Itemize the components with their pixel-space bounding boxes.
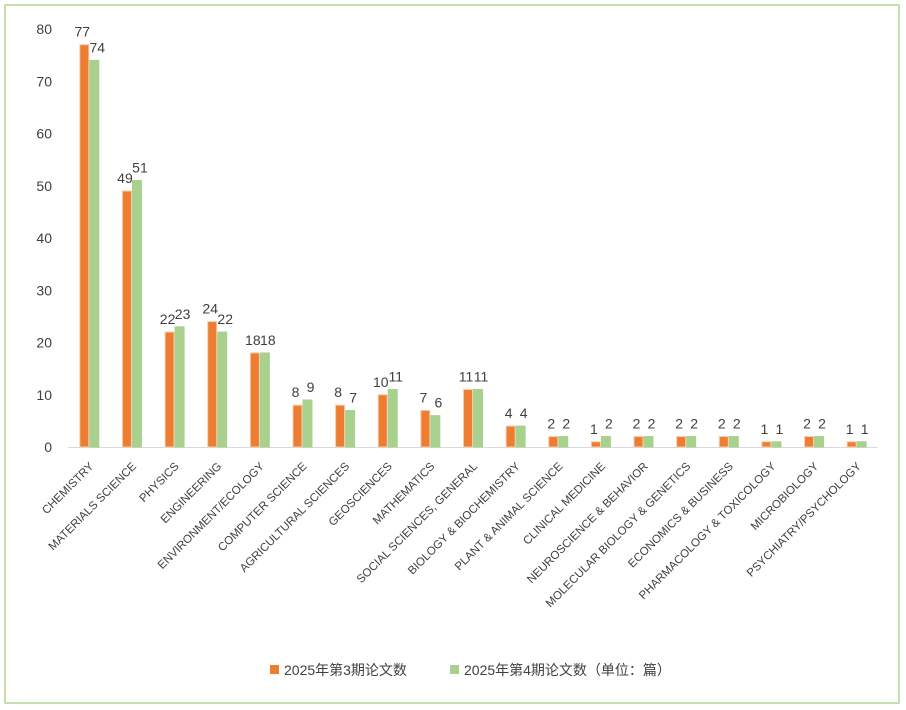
bar-series-3	[164, 331, 175, 448]
bar-series-3	[676, 436, 687, 448]
data-label-series-3: 4	[505, 405, 513, 421]
bar-series-4	[814, 436, 825, 448]
data-label-series-3: 1	[590, 421, 598, 437]
data-label-series-3: 24	[202, 301, 218, 317]
data-label-series-4: 2	[648, 416, 656, 432]
y-axis: 0 10 20 30 40 50 60 70 80	[36, 21, 878, 455]
data-label-series-3: 8	[292, 384, 300, 400]
y-tick-label: 0	[44, 439, 52, 455]
data-label-series-3: 10	[373, 374, 389, 390]
data-label-series-4: 2	[690, 416, 698, 432]
bar-series-3	[718, 436, 729, 448]
y-tick-label: 30	[36, 282, 52, 298]
legend-label-series-4: 2025年第4期论文数（单位：篇）	[464, 662, 671, 678]
bar-series-4	[217, 331, 228, 448]
y-tick-label: 60	[36, 126, 52, 142]
data-label-series-3: 2	[803, 416, 811, 432]
data-label-series-4: 74	[90, 39, 106, 55]
bar-series-3	[420, 409, 431, 448]
bar-series-3	[633, 436, 644, 448]
data-label-series-4: 6	[434, 395, 442, 411]
data-label-series-4: 18	[260, 332, 276, 348]
bar-series-4	[558, 436, 569, 448]
y-tick-label: 10	[36, 387, 52, 403]
data-label-series-4: 2	[605, 416, 613, 432]
category-label: MATERIALS SCIENCE	[47, 460, 140, 553]
data-label-series-3: 11	[459, 369, 474, 385]
bar-series-4	[302, 399, 313, 448]
data-label-series-3: 7	[419, 389, 427, 405]
bar-series-4	[259, 352, 270, 448]
data-label-series-3: 1	[846, 421, 854, 437]
data-label-series-3: 22	[160, 311, 176, 327]
legend-label-series-3: 2025年第3期论文数	[284, 662, 407, 678]
data-label-series-4: 2	[818, 416, 826, 432]
data-label-series-3: 1	[761, 421, 769, 437]
data-label-series-3: 8	[334, 384, 342, 400]
data-label-series-4: 2	[733, 416, 741, 432]
bar-series-4	[643, 436, 654, 448]
legend-swatch-series-4	[450, 665, 459, 674]
data-label-series-4: 1	[861, 421, 869, 437]
legend-swatch-series-3	[270, 665, 279, 674]
bar-series-3	[377, 394, 388, 448]
data-label-series-3: 77	[75, 24, 91, 40]
bar-series-3	[79, 44, 90, 448]
bar-series-3	[121, 190, 132, 448]
data-label-series-4: 23	[175, 306, 191, 322]
data-label-series-4: 22	[217, 311, 233, 327]
bar-series-3	[335, 404, 346, 448]
y-tick-label: 70	[36, 73, 52, 89]
data-label-series-3: 2	[547, 416, 555, 432]
bar-series-4	[387, 389, 398, 448]
bar-series-3	[804, 436, 815, 448]
data-label-series-3: 2	[718, 416, 726, 432]
bar-series-3	[207, 321, 218, 448]
data-label-series-4: 2	[562, 416, 570, 432]
y-tick-label: 50	[36, 178, 52, 194]
data-label-series-4: 7	[349, 389, 357, 405]
data-label-series-3: 18	[245, 332, 261, 348]
data-label-series-4: 51	[132, 160, 148, 176]
data-label-series-3: 2	[675, 416, 683, 432]
bar-series-4	[174, 326, 185, 448]
bar-series-4	[856, 441, 867, 448]
data-label-series-4: 11	[388, 369, 403, 385]
y-tick-label: 40	[36, 230, 52, 246]
bars	[79, 44, 867, 448]
chart-frame	[4, 4, 900, 704]
bar-series-4	[89, 59, 100, 448]
category-label: PHYSICS	[138, 460, 182, 504]
bar-series-4	[686, 436, 697, 448]
data-label-series-3: 49	[117, 170, 133, 186]
bar-series-3	[249, 352, 260, 448]
y-tick-label: 80	[36, 21, 52, 37]
category-label: CLINICAL MEDICINE	[521, 460, 608, 547]
data-label-series-4: 4	[520, 405, 528, 421]
bar-series-4	[771, 441, 782, 448]
bar-series-4	[600, 436, 611, 448]
bar-series-3	[292, 404, 303, 448]
bar-series-4	[515, 425, 526, 448]
data-label-series-4: 11	[474, 369, 489, 385]
data-label-series-4: 1	[776, 421, 784, 437]
bar-series-3	[548, 436, 559, 448]
data-label-series-4: 9	[307, 379, 315, 395]
bar-series-3	[505, 425, 516, 448]
y-tick-label: 20	[36, 335, 52, 351]
data-label-series-3: 2	[633, 416, 641, 432]
bar-series-3	[590, 441, 601, 448]
legend: 2025年第3期论文数 2025年第4期论文数（单位：篇）	[270, 662, 671, 678]
bar-series-4	[728, 436, 739, 448]
bar-series-4	[473, 389, 483, 448]
bar-series-4	[345, 409, 356, 448]
bar-series-4	[430, 415, 441, 448]
bar-series-3	[846, 441, 857, 448]
bar-series-4	[131, 180, 142, 448]
bar-series-3	[463, 389, 473, 448]
bar-series-3	[761, 441, 772, 448]
